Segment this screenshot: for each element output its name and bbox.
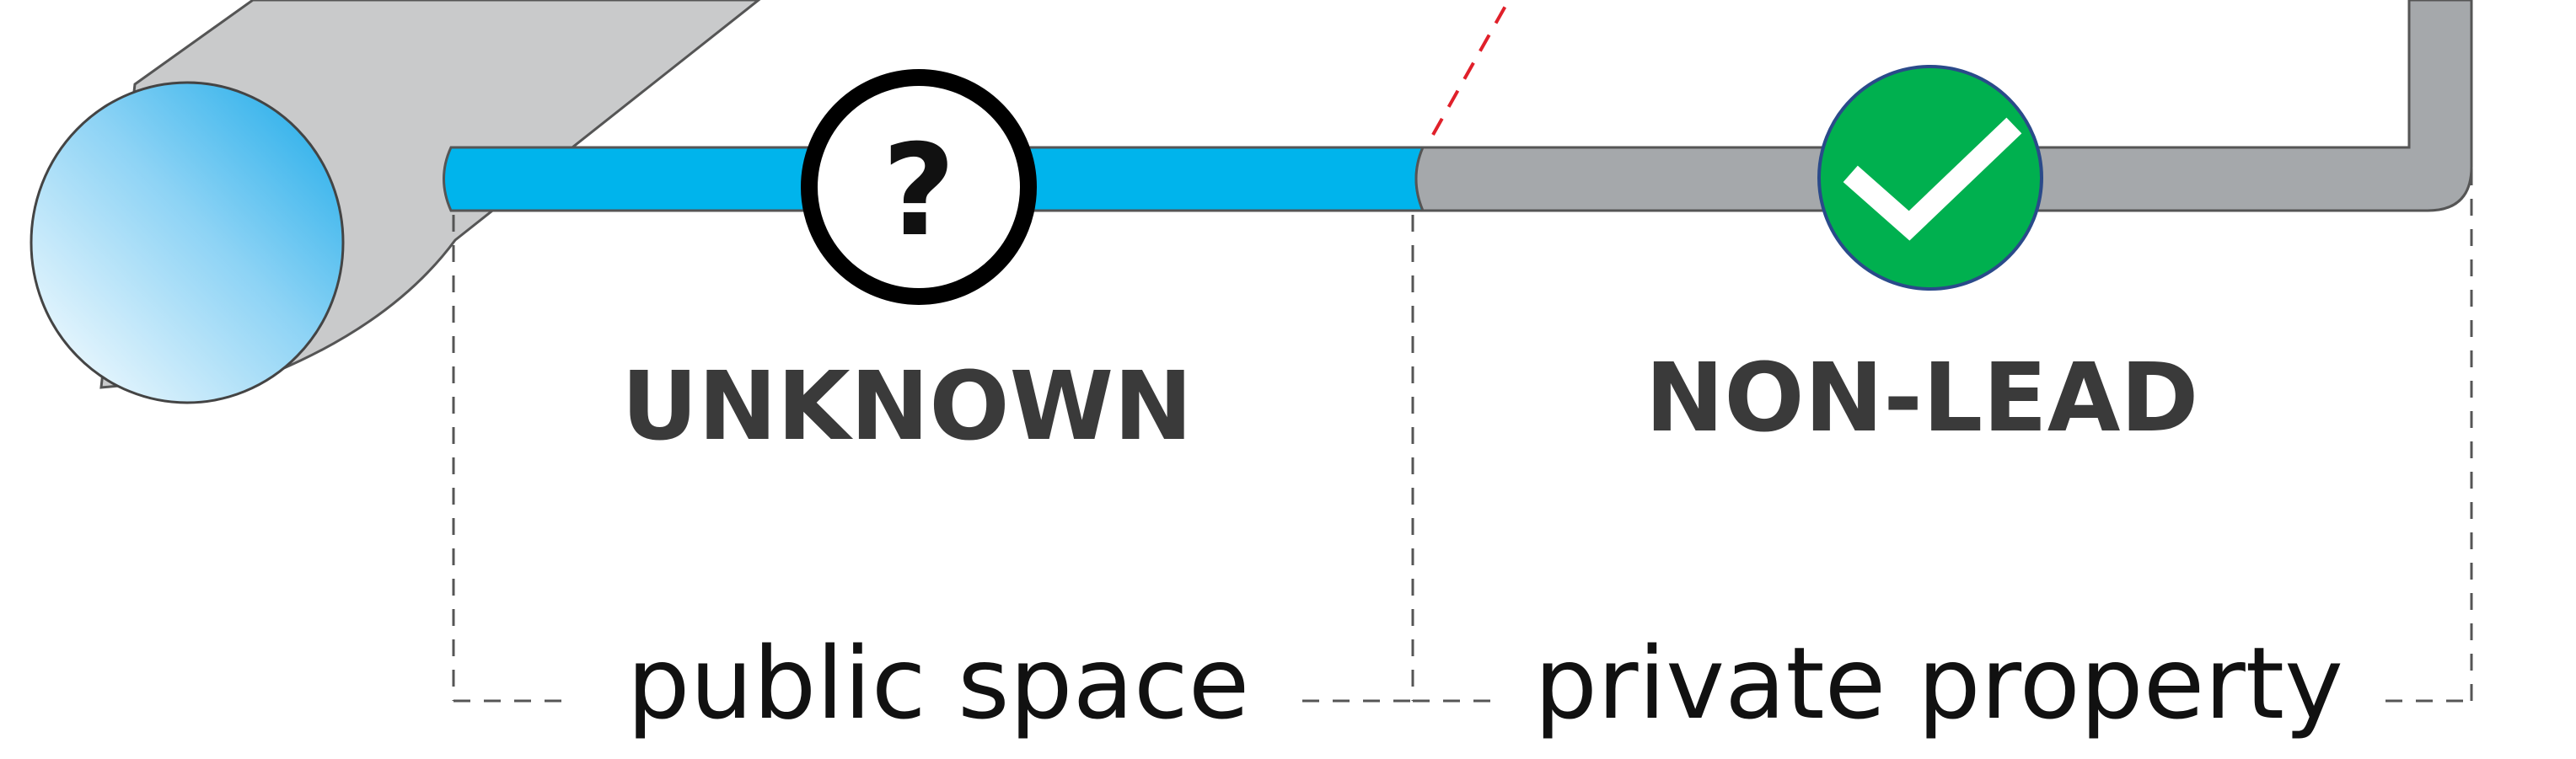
water-main-face xyxy=(30,81,345,404)
non-lead-status-icon xyxy=(1817,65,2043,291)
zone-brackets xyxy=(452,168,2473,703)
property-boundary-line xyxy=(1431,0,1511,136)
non-lead-status-label: NON-LEAD xyxy=(1645,344,2199,453)
private-property-label: private property xyxy=(1534,625,2343,741)
private-service-line xyxy=(1414,0,2473,212)
public-space-label: public space xyxy=(627,625,1250,741)
question-mark-icon: ? xyxy=(882,118,955,265)
private-pipe-segment xyxy=(1414,0,2473,212)
question-circle xyxy=(801,69,1037,305)
unknown-status-icon: ? xyxy=(801,69,1037,305)
water-main-pipe xyxy=(30,0,761,404)
checkmark-icon xyxy=(1843,117,2022,241)
unknown-status-label: UNKNOWN xyxy=(621,352,1193,462)
check-circle xyxy=(1817,65,2043,291)
